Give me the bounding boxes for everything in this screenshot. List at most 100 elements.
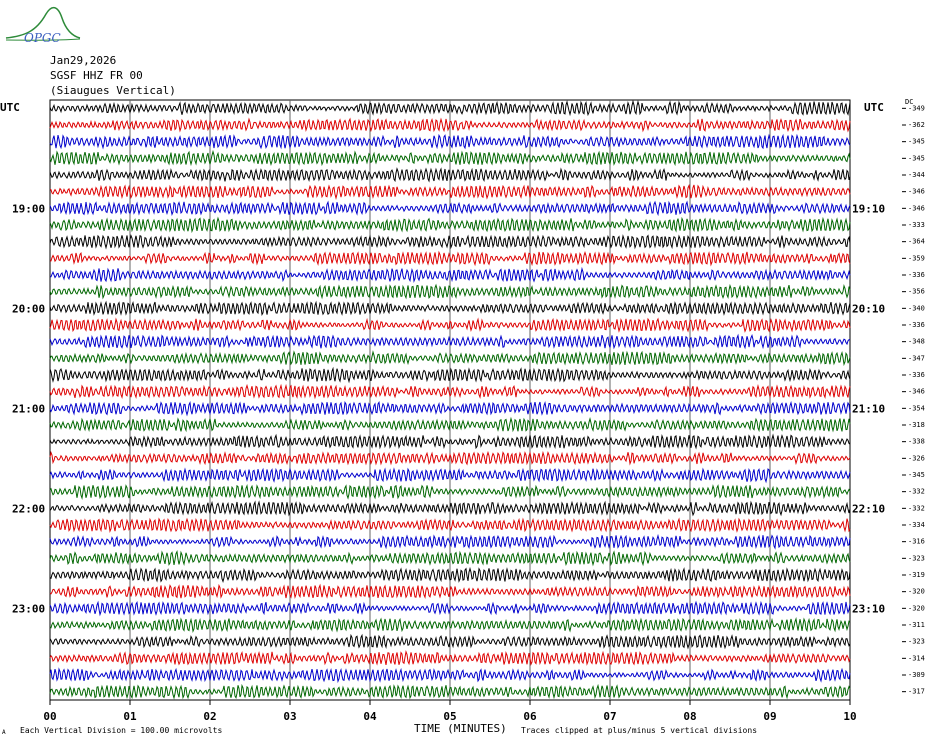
dc-offset-label: -311 bbox=[908, 621, 925, 629]
dc-offset-label: -336 bbox=[908, 371, 925, 379]
vertical-division-note: Each Vertical Division = 100.00 microvol… bbox=[20, 726, 223, 735]
logo-base-line bbox=[5, 38, 81, 41]
logo-text: OPGC bbox=[24, 31, 61, 45]
trace-row-8 bbox=[49, 216, 851, 234]
utc-label-left: UTC bbox=[0, 101, 20, 114]
x-tick-label: 08 bbox=[683, 710, 696, 723]
dc-offset-label: -320 bbox=[908, 604, 925, 612]
left-time-label: 23:00 bbox=[12, 602, 45, 615]
utc-label-right: UTC bbox=[864, 101, 884, 114]
dc-offset-label: -345 bbox=[908, 471, 925, 479]
dc-offset-label: -346 bbox=[908, 204, 925, 212]
trace-row-29 bbox=[49, 566, 851, 584]
trace-row-3 bbox=[49, 133, 851, 150]
trace-row-17 bbox=[49, 366, 851, 384]
trace-row-24 bbox=[49, 483, 851, 500]
dc-label: DC bbox=[905, 98, 914, 106]
dc-offset-label: -340 bbox=[908, 304, 925, 312]
dc-offset-label: -314 bbox=[908, 654, 925, 662]
trace-row-27 bbox=[49, 533, 851, 550]
trace-row-13 bbox=[49, 300, 851, 317]
dc-offset-label: -346 bbox=[908, 388, 925, 396]
right-time-label: 20:10 bbox=[852, 302, 885, 315]
x-tick-label: 02 bbox=[203, 710, 216, 723]
dc-offset-label: -318 bbox=[908, 421, 925, 429]
trace-row-16 bbox=[49, 350, 851, 367]
trace-row-20 bbox=[49, 416, 851, 433]
x-tick-label: 03 bbox=[283, 710, 296, 723]
x-tick-label: 00 bbox=[43, 710, 56, 723]
dc-offset-label: -333 bbox=[908, 221, 925, 229]
trace-row-2 bbox=[49, 117, 851, 133]
header-location: (Siaugues Vertical) bbox=[50, 84, 176, 97]
x-tick-label: 01 bbox=[123, 710, 137, 723]
x-tick-label: 06 bbox=[523, 710, 537, 723]
dc-offset-label: -309 bbox=[908, 671, 925, 679]
trace-row-12 bbox=[49, 283, 851, 300]
dc-offset-label: -344 bbox=[908, 171, 925, 179]
right-time-label: 21:10 bbox=[852, 402, 885, 415]
dc-offset-label: -336 bbox=[908, 321, 925, 329]
header-date: Jan29,2026 bbox=[50, 54, 117, 67]
trace-row-28 bbox=[49, 550, 851, 567]
trace-row-30 bbox=[49, 583, 851, 600]
dc-offset-label: -326 bbox=[908, 454, 925, 462]
dc-offset-label: -347 bbox=[908, 354, 925, 362]
right-time-label: 23:10 bbox=[852, 602, 885, 615]
trace-row-25 bbox=[49, 500, 851, 517]
trace-row-19 bbox=[49, 400, 851, 417]
left-time-label: 19:00 bbox=[12, 202, 45, 215]
trace-row-18 bbox=[49, 383, 851, 400]
right-time-label: 19:10 bbox=[852, 202, 885, 215]
clipping-note: Traces clipped at plus/minus 5 vertical … bbox=[521, 726, 758, 735]
x-tick-label: 04 bbox=[363, 710, 377, 723]
header-station: SGSF HHZ FR 00 bbox=[50, 69, 143, 82]
trace-row-31 bbox=[49, 600, 851, 617]
x-tick-label: 10 bbox=[843, 710, 856, 723]
dc-offset-label: -364 bbox=[908, 238, 925, 246]
trace-row-10 bbox=[49, 250, 851, 267]
trace-row-4 bbox=[49, 149, 851, 167]
left-time-label: 22:00 bbox=[12, 502, 45, 515]
trace-row-35 bbox=[49, 667, 851, 684]
opgc-logo: OPGC bbox=[5, 6, 81, 45]
trace-row-22 bbox=[49, 450, 851, 466]
dc-offset-label: -334 bbox=[908, 521, 925, 529]
dc-offset-label: -338 bbox=[908, 438, 925, 446]
dc-offset-label: -345 bbox=[908, 154, 925, 162]
trace-row-7 bbox=[49, 200, 851, 217]
trace-row-26 bbox=[49, 517, 851, 534]
dc-offset-label: -356 bbox=[908, 288, 925, 296]
right-time-label: 22:10 bbox=[852, 502, 885, 515]
dc-offset-label: -323 bbox=[908, 638, 925, 646]
x-tick-label: 09 bbox=[763, 710, 776, 723]
dc-offset-label: -354 bbox=[908, 404, 925, 412]
trace-row-34 bbox=[49, 649, 851, 666]
dc-offset-label: -359 bbox=[908, 254, 925, 262]
left-time-label: 21:00 bbox=[12, 402, 45, 415]
dc-offset-label: -346 bbox=[908, 188, 925, 196]
dc-offset-label: -348 bbox=[908, 338, 925, 346]
dc-offset-label: -336 bbox=[908, 271, 925, 279]
trace-row-36 bbox=[49, 683, 851, 700]
trace-row-33 bbox=[49, 633, 851, 650]
trace-row-11 bbox=[49, 266, 851, 283]
x-tick-label: 07 bbox=[603, 710, 616, 723]
dc-offset-label: -362 bbox=[908, 121, 925, 129]
logo-mountain-curve bbox=[5, 6, 81, 39]
trace-row-23 bbox=[49, 467, 851, 484]
trace-row-1 bbox=[49, 99, 851, 117]
trace-row-14 bbox=[49, 317, 851, 333]
dc-offset-label: -332 bbox=[908, 504, 925, 512]
x-tick-label: 05 bbox=[443, 710, 456, 723]
dc-offset-label: -317 bbox=[908, 688, 925, 696]
dc-offset-label: -316 bbox=[908, 538, 925, 546]
trace-row-32 bbox=[49, 616, 851, 634]
trace-row-15 bbox=[49, 333, 851, 350]
dc-offset-label: -332 bbox=[908, 488, 925, 496]
trace-row-9 bbox=[49, 234, 851, 250]
dc-offset-label: -345 bbox=[908, 138, 925, 146]
dc-offset-label: -323 bbox=[908, 554, 925, 562]
trace-row-21 bbox=[49, 433, 851, 450]
